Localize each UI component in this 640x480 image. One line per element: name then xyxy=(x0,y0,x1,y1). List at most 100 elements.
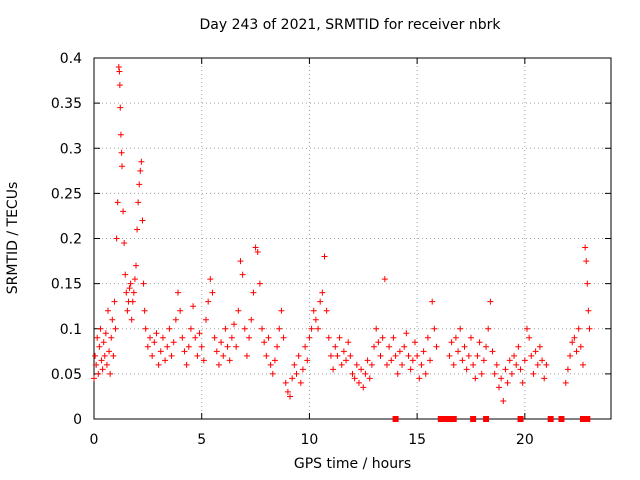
data-point xyxy=(237,258,244,265)
data-point xyxy=(287,393,294,400)
data-point xyxy=(265,334,272,341)
data-point xyxy=(586,325,593,332)
data-point xyxy=(213,348,220,355)
y-tick-label: 0.15 xyxy=(51,277,82,293)
data-point xyxy=(97,325,104,332)
data-point xyxy=(116,82,123,89)
data-point xyxy=(362,370,369,377)
data-point xyxy=(181,348,188,355)
data-point xyxy=(519,379,526,386)
data-point xyxy=(99,366,106,373)
data-point xyxy=(282,379,289,386)
data-point xyxy=(323,307,330,314)
data-point xyxy=(107,370,114,377)
data-point xyxy=(532,348,539,355)
data-point xyxy=(411,339,418,346)
data-point xyxy=(541,375,548,382)
x-tick-label: 5 xyxy=(197,432,206,448)
data-point xyxy=(381,276,388,283)
data-point xyxy=(164,343,171,350)
data-point xyxy=(129,298,136,305)
data-point xyxy=(252,244,259,251)
data-point xyxy=(98,357,105,364)
zero-marker xyxy=(579,416,586,422)
data-point xyxy=(299,366,306,373)
data-point xyxy=(461,343,468,350)
data-point xyxy=(136,181,143,188)
data-point xyxy=(218,339,225,346)
data-point xyxy=(536,343,543,350)
x-tick-label: 15 xyxy=(408,432,426,448)
data-point xyxy=(478,370,485,377)
data-point xyxy=(422,370,429,377)
data-point xyxy=(506,357,513,364)
data-point xyxy=(394,370,401,377)
data-point xyxy=(135,199,142,206)
data-point xyxy=(138,158,145,165)
data-point xyxy=(147,334,154,341)
data-point xyxy=(317,298,324,305)
data-point xyxy=(379,334,386,341)
data-point xyxy=(575,325,582,332)
data-point xyxy=(192,334,199,341)
data-point xyxy=(569,339,576,346)
data-point xyxy=(159,334,166,341)
data-point xyxy=(409,357,416,364)
y-tick-label: 0.1 xyxy=(60,322,82,338)
data-point xyxy=(295,352,302,359)
data-point xyxy=(250,289,257,296)
data-point xyxy=(205,298,212,305)
data-point xyxy=(321,253,328,260)
data-point xyxy=(493,361,500,368)
data-point xyxy=(151,339,158,346)
data-point xyxy=(504,379,511,386)
data-point xyxy=(431,325,438,332)
data-point xyxy=(226,357,233,364)
data-point xyxy=(465,352,472,359)
data-point xyxy=(534,361,541,368)
x-tick-label: 10 xyxy=(301,432,319,448)
data-point xyxy=(157,348,164,355)
data-point xyxy=(254,249,261,256)
data-point xyxy=(364,357,371,364)
data-point xyxy=(243,352,250,359)
data-point xyxy=(584,280,591,287)
data-point xyxy=(185,343,192,350)
data-point xyxy=(102,330,109,337)
data-point xyxy=(495,384,502,391)
data-point xyxy=(358,366,365,373)
data-point xyxy=(433,343,440,350)
data-point xyxy=(194,352,201,359)
data-point xyxy=(308,325,315,332)
data-point xyxy=(528,352,535,359)
data-point xyxy=(149,352,156,359)
data-point xyxy=(330,366,337,373)
data-point xyxy=(222,325,229,332)
data-point xyxy=(289,375,296,382)
data-point xyxy=(353,361,360,368)
x-axis-label: GPS time / hours xyxy=(293,456,412,472)
data-point xyxy=(170,339,177,346)
data-point xyxy=(511,352,518,359)
data-point xyxy=(116,68,123,75)
data-point xyxy=(571,334,578,341)
zero-marker xyxy=(470,416,477,422)
data-point xyxy=(139,217,146,224)
data-point xyxy=(280,334,287,341)
data-point xyxy=(111,298,118,305)
data-point xyxy=(276,325,283,332)
data-point xyxy=(416,375,423,382)
data-point xyxy=(355,379,362,386)
y-tick-label: 0.3 xyxy=(60,141,82,157)
data-point xyxy=(420,348,427,355)
data-point xyxy=(334,352,341,359)
data-point xyxy=(211,334,218,341)
zero-marker xyxy=(547,416,554,422)
data-point xyxy=(467,334,474,341)
data-point xyxy=(470,361,477,368)
data-point xyxy=(347,352,354,359)
data-point xyxy=(312,316,319,323)
data-point xyxy=(175,289,182,296)
data-point xyxy=(349,370,356,377)
data-point xyxy=(91,375,97,382)
